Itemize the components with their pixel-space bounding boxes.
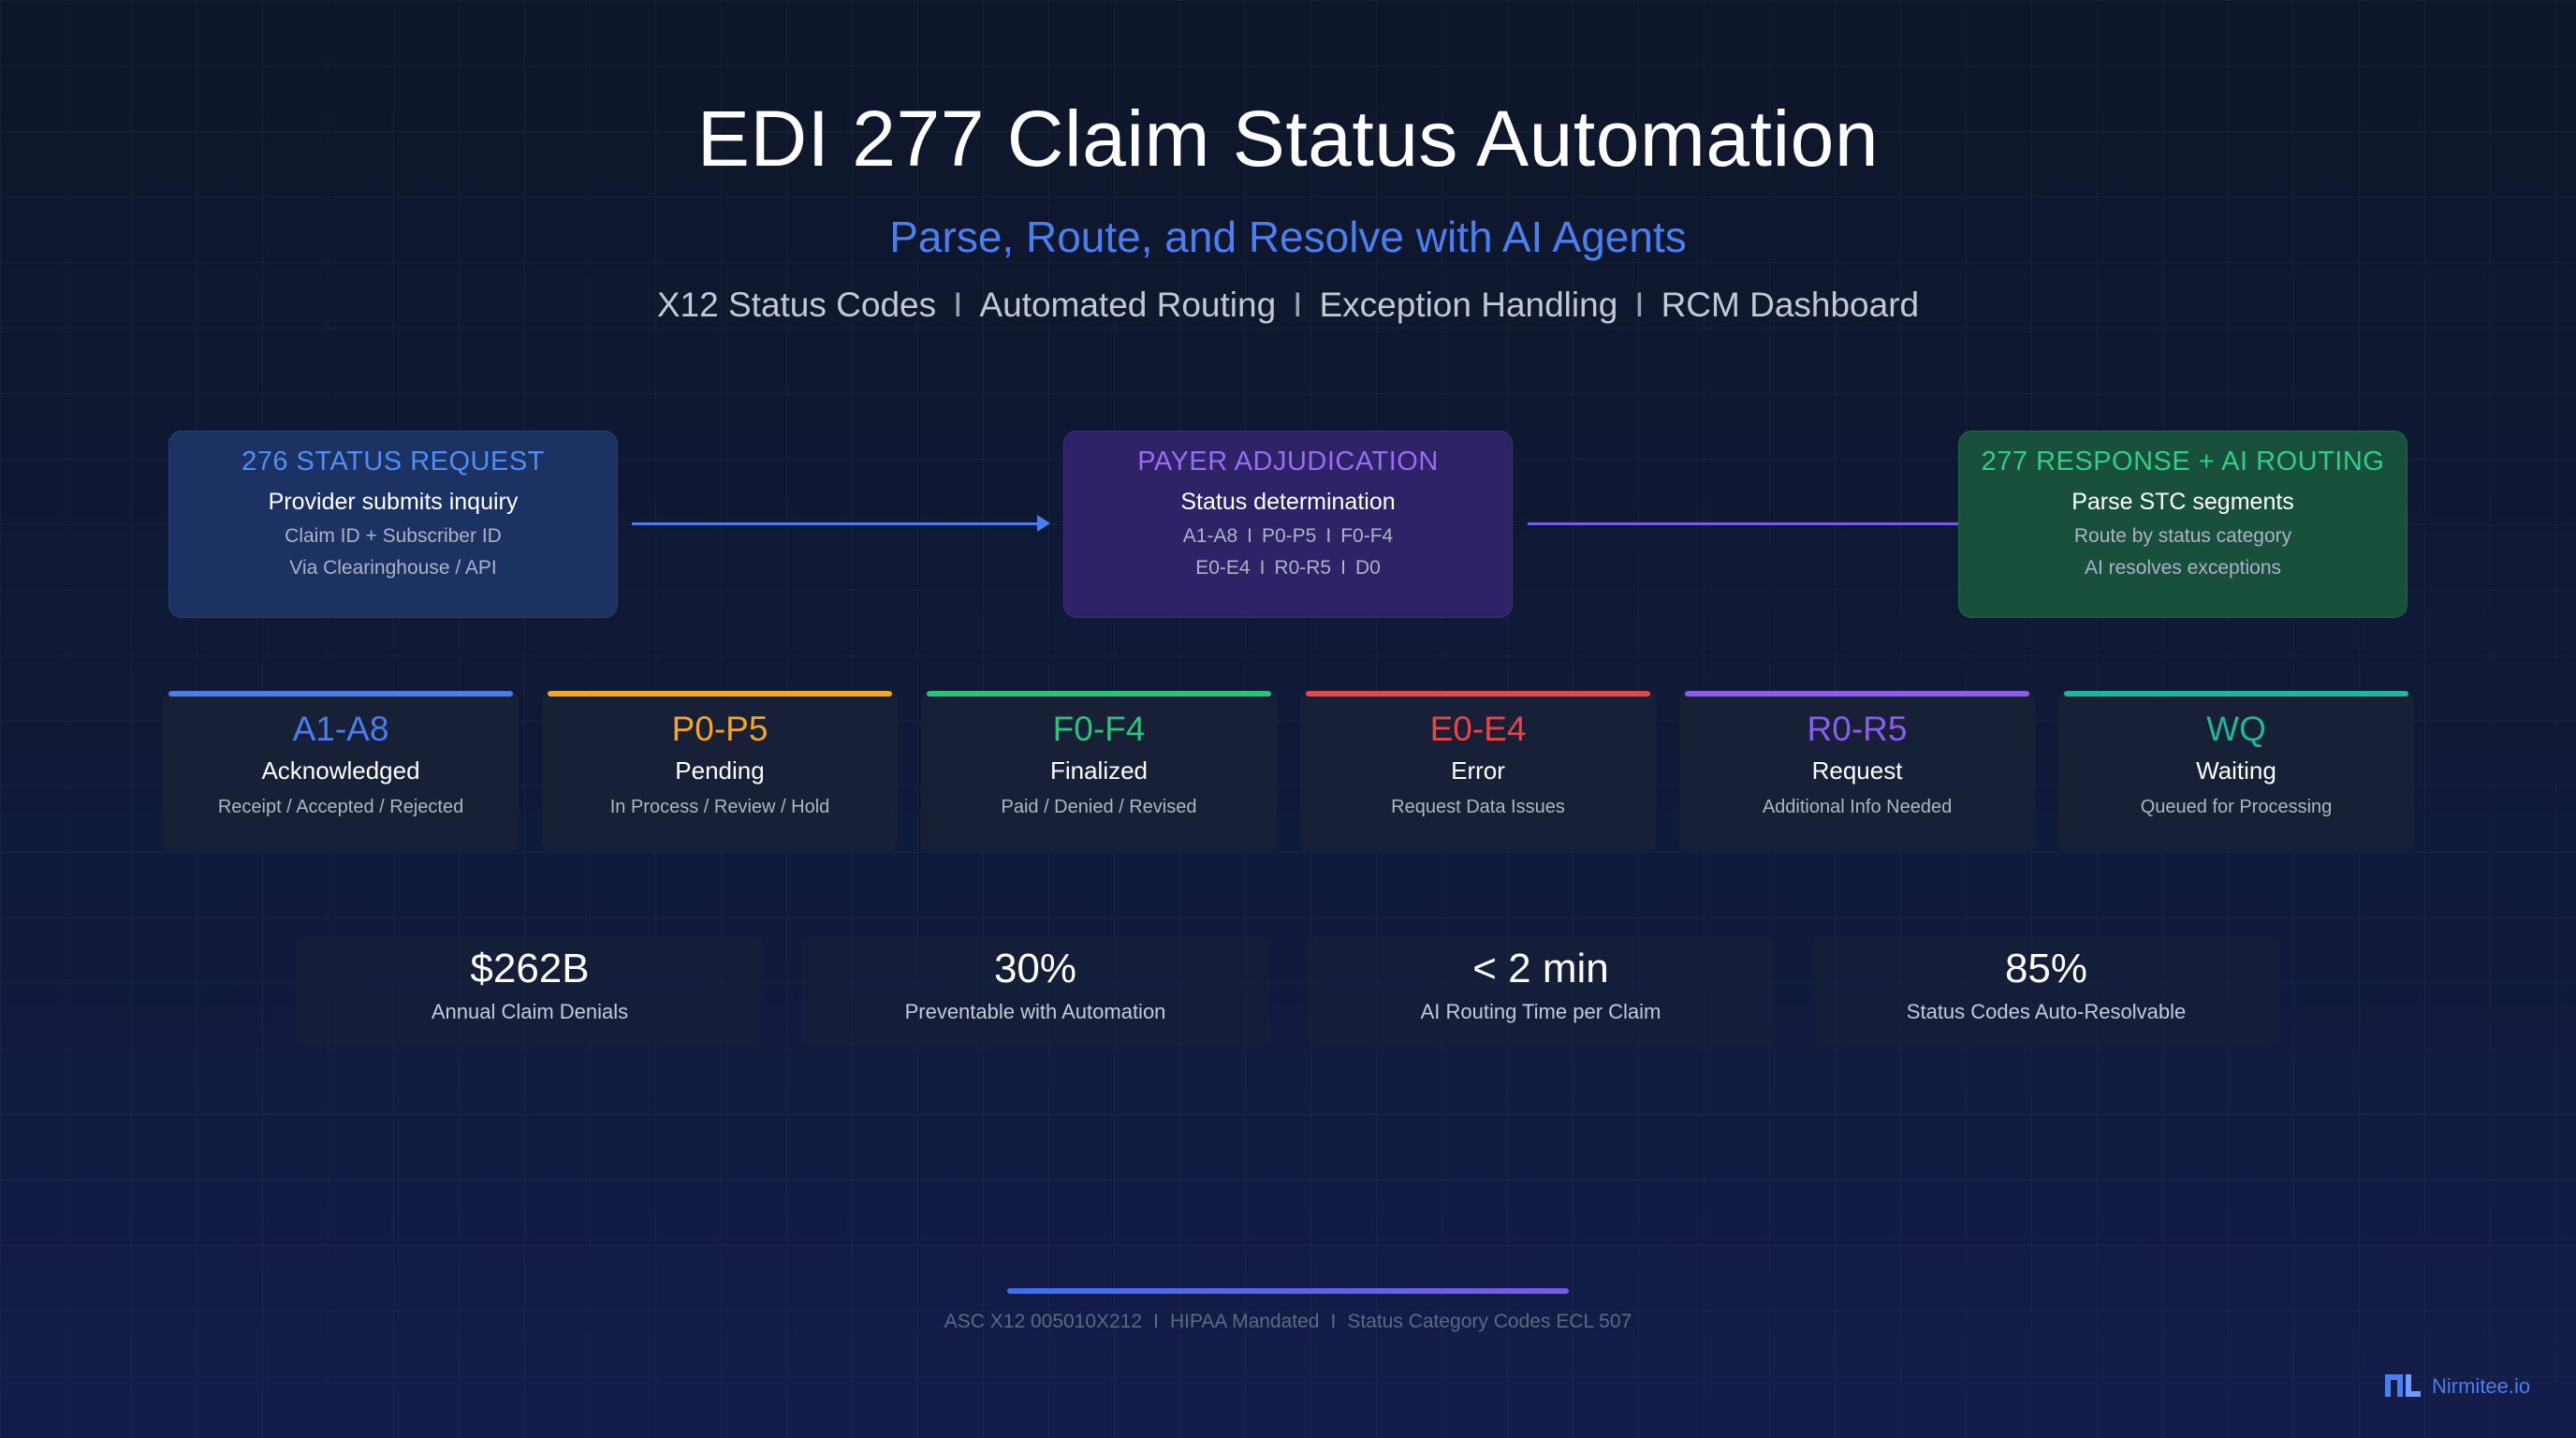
footer-accent-bar [1007, 1288, 1569, 1294]
footer-item: HIPAA Mandated [1169, 1311, 1320, 1332]
code-range: F0-F4 [1340, 525, 1394, 547]
tagline: X12 Status Codes I Automated Routing I Excep… [0, 286, 2576, 325]
footer-text: ASC X12 005010X212 I HIPAA Mandated I Status… [0, 1311, 2576, 1333]
status-card-finalized: F0-F4 Finalized Paid / Denied / Revised [921, 691, 1277, 852]
page-title: EDI 277 Claim Status Automation [696, 95, 1880, 183]
stat-routing-time: < 2 min AI Routing Time per Claim [1307, 936, 1775, 1047]
logo-text: Nirmitee.io [2432, 1374, 2531, 1398]
status-desc: Receipt / Accepted / Rejected [217, 797, 464, 817]
code-range: P0-P5 [1261, 525, 1317, 547]
status-color-bar [927, 691, 1271, 697]
tagline-separator: I [1634, 286, 1645, 324]
code-range: R0-R5 [1274, 557, 1332, 579]
flow-box-response-routing: 277 RESPONSE + AI ROUTING Parse STC segm… [1958, 431, 2408, 618]
footer-item: ASC X12 005010X212 [944, 1311, 1143, 1332]
stat-label: Preventable with Automation [904, 1000, 1166, 1023]
flow-box-main: Status determination [1180, 489, 1396, 515]
status-name: Finalized [1049, 756, 1149, 785]
flow-box-main: Parse STC segments [2071, 489, 2294, 515]
stat-label: AI Routing Time per Claim [1420, 1000, 1661, 1023]
code-range: D0 [1354, 557, 1381, 579]
footer-separator: I [1153, 1311, 1159, 1332]
code-separator: I [1340, 557, 1346, 579]
code-separator: I [1247, 525, 1252, 547]
flow-box-title: PAYER ADJUDICATION [1137, 447, 1439, 477]
status-name: Waiting [2196, 756, 2276, 785]
code-range: A1-A8 [1182, 525, 1238, 547]
status-code: E0-E4 [1429, 710, 1527, 748]
stat-value: 85% [2004, 946, 2088, 991]
status-color-bar [1685, 691, 2029, 697]
code-separator: I [1259, 557, 1266, 579]
stat-value: $262B [470, 946, 590, 991]
code-range: E0-E4 [1195, 557, 1251, 579]
tagline-item: RCM Dashboard [1661, 286, 1920, 324]
status-card-request: R0-R5 Request Additional Info Needed [1679, 691, 2035, 852]
brand-logo: Nirmitee.io [2385, 1372, 2530, 1401]
flow-box-status-request: 276 STATUS REQUEST Provider submits inqu… [168, 431, 618, 618]
stat-value: 30% [993, 946, 1077, 991]
flow-box-title: 276 STATUS REQUEST [242, 447, 545, 477]
status-desc: Paid / Denied / Revised [1001, 797, 1197, 817]
flow-box-title: 277 RESPONSE + AI ROUTING [1981, 447, 2385, 477]
stat-preventable: 30% Preventable with Automation [801, 936, 1269, 1047]
flow-box-detail: AI resolves exceptions [2084, 557, 2282, 579]
nirmitee-logo-icon [2385, 1371, 2422, 1403]
status-card-error: E0-E4 Error Request Data Issues [1300, 691, 1656, 852]
footer-separator: I [1330, 1311, 1337, 1332]
flow-box-payer-adjudication: PAYER ADJUDICATION Status determination … [1063, 431, 1513, 618]
flow-box-detail: A1-A8 I P0-P5 I F0-F4 [1064, 525, 1512, 548]
status-code: P0-P5 [671, 710, 768, 748]
stat-label: Status Codes Auto-Resolvable [1906, 1000, 2187, 1023]
status-color-bar [1306, 691, 1650, 697]
status-name: Request [1811, 756, 1903, 785]
tagline-separator: I [953, 286, 963, 324]
flow-box-detail: Route by status category [2073, 525, 2292, 547]
status-color-bar [168, 691, 513, 697]
status-desc: Request Data Issues [1391, 797, 1565, 817]
status-card-waiting: WQ Waiting Queued for Processing [2058, 691, 2414, 852]
tagline-item: Automated Routing [979, 286, 1277, 324]
code-separator: I [1325, 525, 1332, 547]
status-color-bar [548, 691, 892, 697]
status-code: WQ [2206, 710, 2266, 748]
status-desc: Additional Info Needed [1762, 797, 1953, 817]
stat-value: < 2 min [1472, 946, 1609, 991]
arrow-head-icon [1037, 515, 1050, 532]
flow-box-detail: Claim ID + Subscriber ID [285, 525, 502, 547]
stat-claim-denials: $262B Annual Claim Denials [296, 936, 764, 1047]
status-name: Acknowledged [261, 756, 420, 785]
status-desc: In Process / Review / Hold [609, 797, 830, 817]
stat-label: Annual Claim Denials [431, 1000, 629, 1023]
tagline-item: X12 Status Codes [656, 286, 937, 324]
status-card-pending: P0-P5 Pending In Process / Review / Hold [542, 691, 898, 852]
status-code: R0-R5 [1807, 710, 1908, 748]
status-color-bar [2064, 691, 2408, 697]
stat-auto-resolvable: 85% Status Codes Auto-Resolvable [1812, 936, 2280, 1047]
status-card-acknowledged: A1-A8 Acknowledged Receipt / Accepted / … [163, 691, 519, 852]
status-code: A1-A8 [292, 710, 389, 748]
status-desc: Queued for Processing [2140, 797, 2333, 817]
status-name: Pending [675, 756, 765, 785]
tagline-separator: I [1293, 286, 1303, 324]
flow-box-main: Provider submits inquiry [268, 489, 519, 515]
flow-arrow-line [632, 522, 1044, 525]
footer-item: Status Category Codes ECL 507 [1347, 1311, 1632, 1332]
flow-box-detail: Via Clearinghouse / API [289, 557, 497, 579]
status-name: Error [1451, 756, 1505, 785]
status-code: F0-F4 [1052, 710, 1146, 748]
flow-box-detail: E0-E4 I R0-R5 I D0 [1064, 557, 1512, 580]
page-subtitle: Parse, Route, and Resolve with AI Agents [889, 213, 1687, 261]
tagline-item: Exception Handling [1319, 286, 1618, 324]
flow-connector-line [1528, 522, 1958, 525]
